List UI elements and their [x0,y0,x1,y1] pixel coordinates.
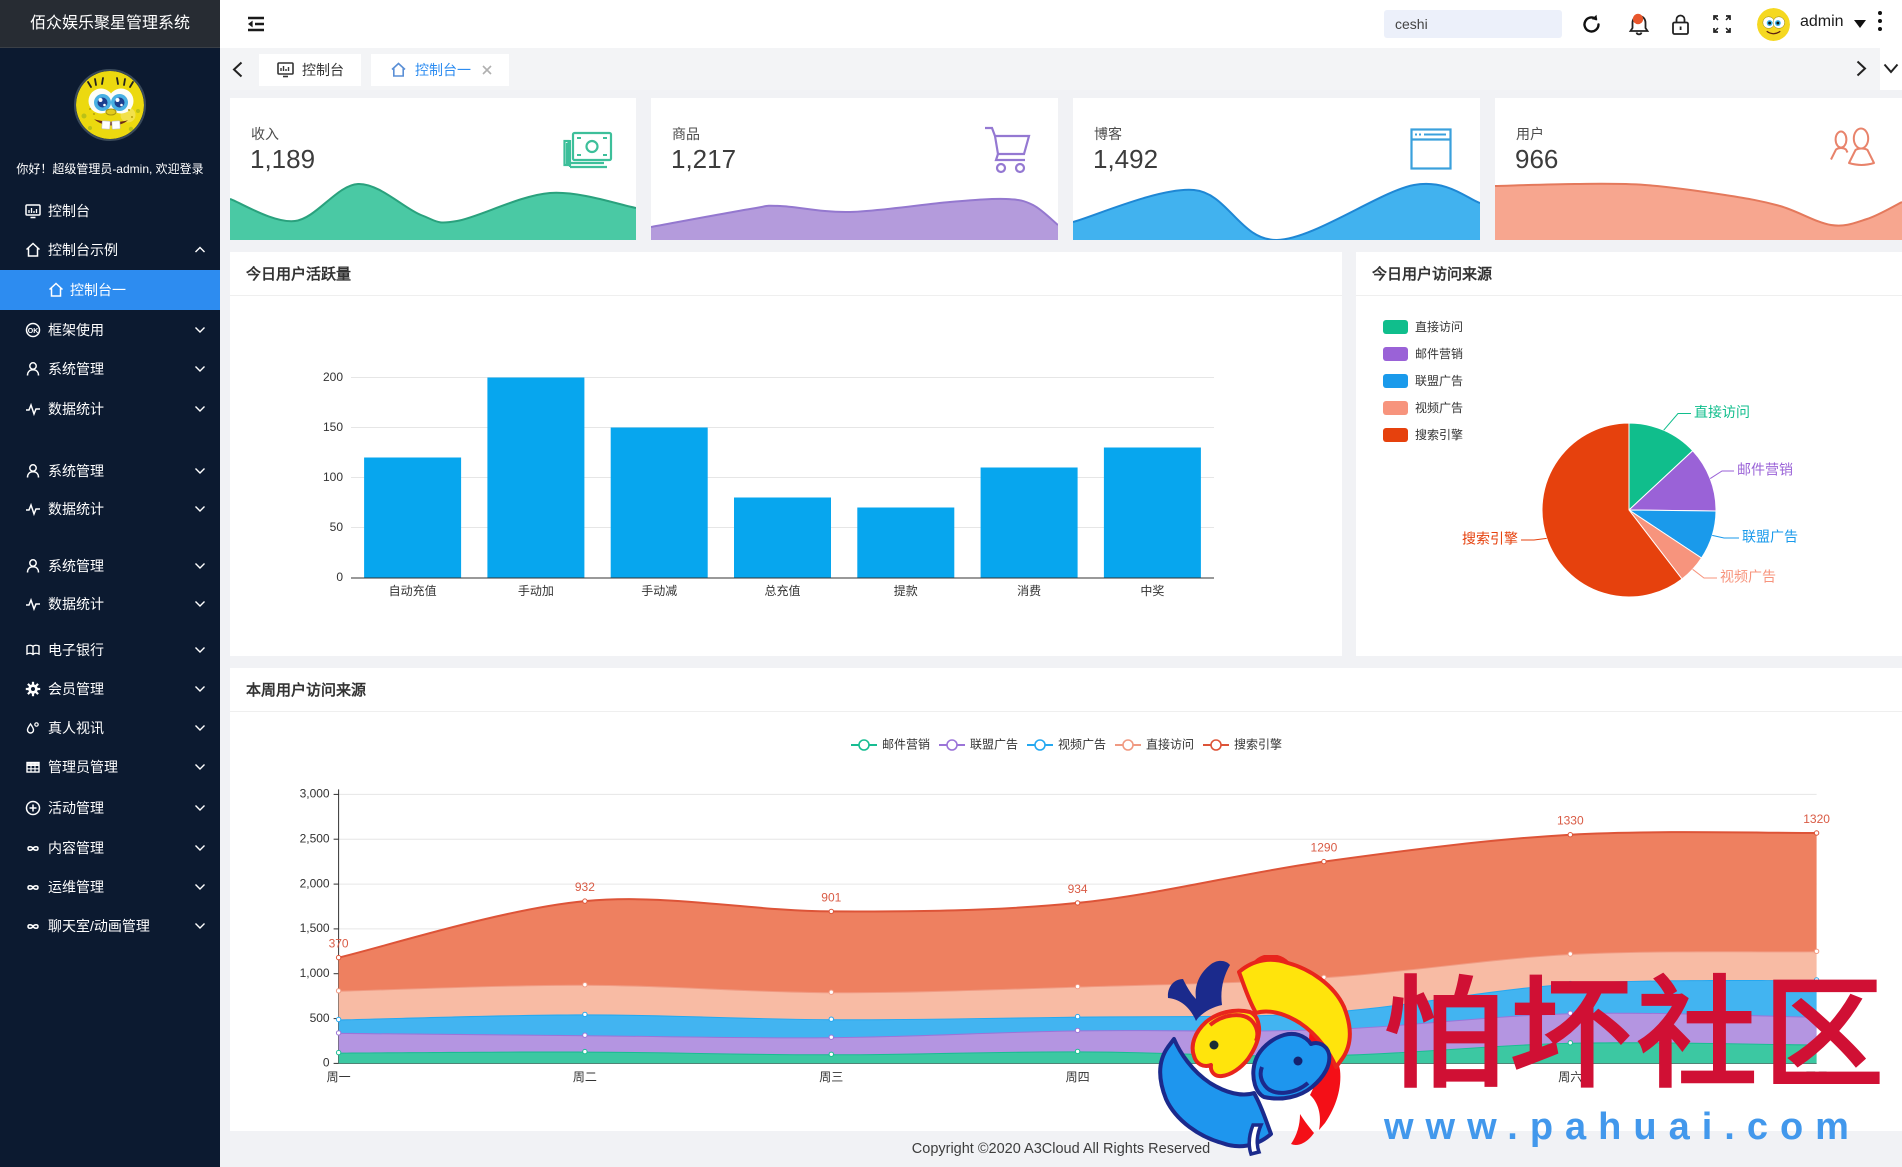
svg-text:直接访问: 直接访问 [1146,737,1194,752]
svg-text:邮件营销: 邮件营销 [882,738,930,752]
svg-text:3,000: 3,000 [300,787,330,801]
svg-text:提款: 提款 [894,583,918,598]
svg-text:周一: 周一 [327,1070,351,1084]
svg-text:934: 934 [1068,882,1088,896]
svg-text:搜索引擎: 搜索引擎 [1234,737,1282,752]
svg-text:932: 932 [575,880,595,894]
svg-text:手动减: 手动减 [641,584,677,598]
svg-text:联盟广告: 联盟广告 [970,738,1018,752]
svg-text:1,500: 1,500 [300,921,330,935]
svg-text:总充值: 总充值 [764,583,800,598]
svg-text:邮件营销: 邮件营销 [1737,462,1793,478]
svg-text:自动充值: 自动充值 [389,583,437,598]
svg-text:周四: 周四 [1066,1070,1090,1084]
svg-text:1320: 1320 [1803,812,1830,826]
svg-text:视频广告: 视频广告 [1058,737,1106,752]
svg-text:周三: 周三 [819,1070,843,1084]
svg-text:中奖: 中奖 [1140,583,1164,598]
svg-text:1330: 1330 [1557,814,1584,828]
svg-text:搜索引擎: 搜索引擎 [1462,531,1518,547]
svg-text:1,000: 1,000 [300,966,330,980]
svg-text:100: 100 [323,470,343,484]
svg-text:消费: 消费 [1017,584,1041,598]
svg-text:OK: OK [28,328,39,335]
svg-text:200: 200 [323,370,343,384]
svg-text:370: 370 [329,937,349,951]
svg-text:联盟广告: 联盟广告 [1742,529,1798,545]
svg-text:0: 0 [336,570,343,584]
svg-text:周六: 周六 [1558,1070,1582,1084]
svg-text:0: 0 [323,1056,330,1070]
svg-text:视频广告: 视频广告 [1720,569,1776,585]
svg-text:2,000: 2,000 [300,876,330,890]
svg-text:150: 150 [323,420,343,434]
svg-text:500: 500 [310,1011,330,1025]
svg-text:50: 50 [330,520,344,534]
svg-text:周日: 周日 [1805,1070,1829,1084]
svg-text:2,500: 2,500 [300,831,330,845]
svg-text:周二: 周二 [573,1070,597,1084]
svg-text:901: 901 [821,890,841,904]
svg-text:直接访问: 直接访问 [1694,404,1750,420]
svg-text:手动加: 手动加 [518,584,554,598]
svg-text:1290: 1290 [1311,841,1338,855]
